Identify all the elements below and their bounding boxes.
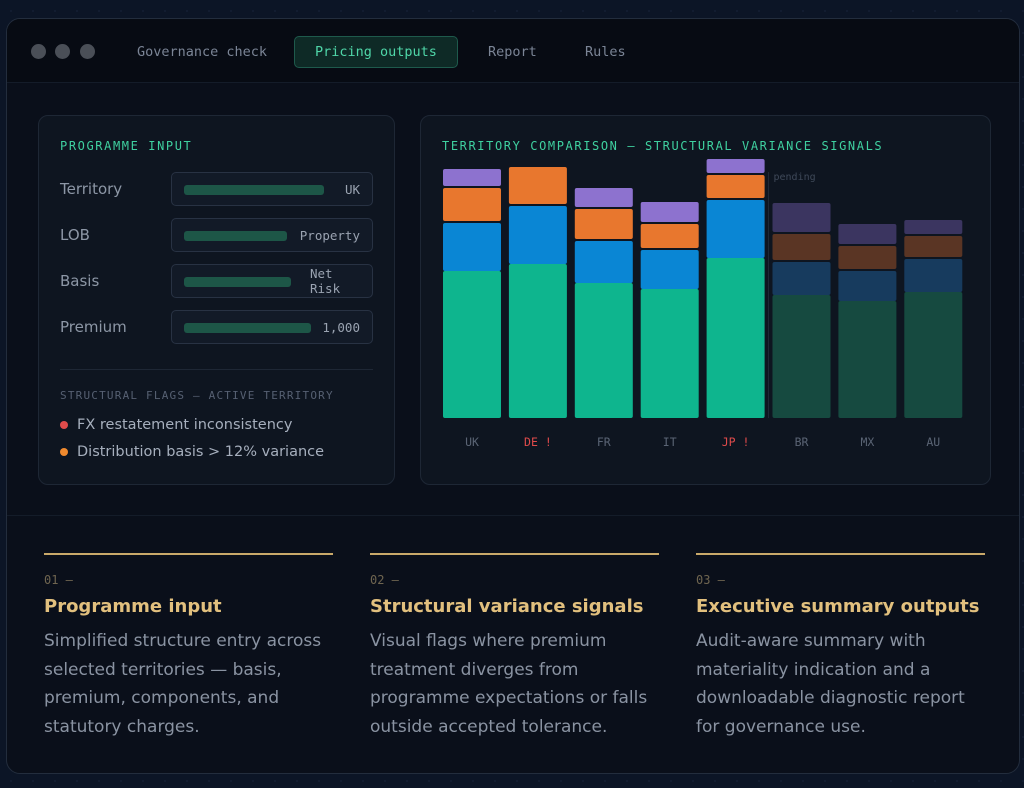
bar-segment-de-0 <box>508 264 567 418</box>
territory-field[interactable]: UK <box>171 172 373 206</box>
premium-label: Premium <box>60 318 127 336</box>
premium-fill <box>184 323 311 333</box>
territory-stacked-bar-chart: UK DE ! FR IT JP ! BR MX AU pending <box>443 159 963 449</box>
bar-segment-au-2 <box>904 236 963 257</box>
bar-segment-br-0 <box>772 295 831 418</box>
x-tick-label: FR <box>597 435 611 449</box>
territory-label: Territory <box>60 180 123 198</box>
maximize-window-dot[interactable] <box>80 44 95 59</box>
bar-segment-br-3 <box>772 203 831 232</box>
feature-description: Simplified structure entry across select… <box>44 631 322 737</box>
premium-value: 1,000 <box>322 319 360 335</box>
basis-field[interactable]: Net Risk <box>171 264 373 298</box>
basis-label: Basis <box>60 272 100 290</box>
bar-segment-mx-1 <box>838 271 897 301</box>
flag-item: FX restatement inconsistency <box>60 417 292 433</box>
bar-segment-au-3 <box>904 220 963 234</box>
bar-segment-fr-3 <box>574 188 633 207</box>
bar-segment-it-3 <box>640 202 699 222</box>
x-tick-label: BR <box>795 435 809 449</box>
territory-fill <box>184 185 324 195</box>
basis-fill <box>184 277 291 287</box>
feature-structural-variance: 02 — Structural variance signals Visual … <box>370 553 659 741</box>
structural-flags-heading: STRUCTURAL FLAGS — ACTIVE TERRITORY <box>60 389 334 402</box>
lob-field[interactable]: Property <box>171 218 373 252</box>
bar-segment-fr-0 <box>574 283 633 418</box>
x-tick-label: DE ! <box>524 435 552 449</box>
close-window-dot[interactable] <box>31 44 46 59</box>
pending-label: pending <box>774 172 816 183</box>
bar-segment-mx-0 <box>838 301 897 418</box>
flag-text: Distribution basis > 12% variance <box>77 444 325 460</box>
bar-segment-jp-1 <box>706 200 765 258</box>
feature-description: Audit-aware summary with materiality ind… <box>696 631 965 737</box>
feature-title: Executive summary outputs <box>696 596 980 617</box>
minimize-window-dot[interactable] <box>55 44 70 59</box>
basis-value: Net Risk <box>310 266 341 296</box>
flag-red-dot-icon <box>60 421 68 429</box>
flag-item: Distribution basis > 12% variance <box>60 444 324 460</box>
section-divider <box>7 515 1019 516</box>
bar-segment-mx-3 <box>838 224 897 244</box>
lob-value: Property <box>299 227 360 243</box>
bar-segment-au-0 <box>904 292 963 418</box>
tab-governance-check[interactable]: Governance check <box>137 44 268 60</box>
bar-segment-uk-0 <box>443 271 501 418</box>
bar-segment-fr-2 <box>574 209 633 239</box>
title-bar: Governance check Pricing outputs Report … <box>7 19 1019 83</box>
programme-input-card: PROGRAMME INPUT Territory UK LOB Propert… <box>38 115 395 485</box>
feature-programme-input: 01 — Programme input Simplified structur… <box>44 553 333 741</box>
x-tick-label: UK <box>465 435 479 449</box>
x-tick-label: AU <box>926 435 940 449</box>
bar-segment-mx-2 <box>838 246 897 269</box>
bar-segment-it-1 <box>640 250 699 289</box>
bar-segment-fr-1 <box>574 241 633 283</box>
bar-segment-uk-3 <box>443 169 501 186</box>
bar-segment-jp-2 <box>706 175 765 198</box>
bar-segment-uk-1 <box>443 223 501 271</box>
bar-segment-jp-0 <box>706 258 765 418</box>
card-divider <box>60 369 373 370</box>
bar-segment-br-1 <box>772 262 831 295</box>
tab-pricing-outputs[interactable]: Pricing outputs <box>294 36 458 68</box>
x-tick-label: IT <box>663 435 677 449</box>
bar-segment-br-2 <box>772 234 831 260</box>
feature-rule <box>44 553 333 555</box>
bar-segment-de-1 <box>508 206 567 264</box>
lob-label: LOB <box>60 226 90 244</box>
territory-comparison-card: TERRITORY COMPARISON — STRUCTURAL VARIAN… <box>420 115 991 485</box>
feature-executive-summary: 03 — Executive summary outputs Audit-awa… <box>696 553 985 741</box>
lob-fill <box>184 231 287 241</box>
feature-description: Visual flags where premium treatment div… <box>370 631 648 737</box>
bar-segment-de-2 <box>508 167 567 204</box>
feature-title: Structural variance signals <box>370 596 644 617</box>
tab-report[interactable]: Report <box>488 44 537 60</box>
programme-input-heading: PROGRAMME INPUT <box>60 139 193 153</box>
bar-segment-au-1 <box>904 259 963 292</box>
x-tick-label: JP ! <box>722 435 750 449</box>
bar-segment-it-2 <box>640 224 699 248</box>
chart-heading: TERRITORY COMPARISON — STRUCTURAL VARIAN… <box>442 139 884 153</box>
bar-segment-uk-2 <box>443 188 501 221</box>
feature-title: Programme input <box>44 596 222 617</box>
flag-text: FX restatement inconsistency <box>77 417 293 433</box>
app-window: Governance check Pricing outputs Report … <box>6 18 1020 774</box>
bar-segment-jp-3 <box>706 159 765 173</box>
feature-number: 01 — <box>44 573 73 587</box>
feature-rule <box>370 553 659 555</box>
flag-orange-dot-icon <box>60 448 68 456</box>
feature-rule <box>696 553 985 555</box>
x-tick-label: MX <box>860 435 874 449</box>
bar-segment-it-0 <box>640 289 699 418</box>
tab-rules[interactable]: Rules <box>585 44 626 60</box>
territory-value: UK <box>344 181 360 197</box>
feature-number: 03 — <box>696 573 725 587</box>
premium-field[interactable]: 1,000 <box>171 310 373 344</box>
feature-number: 02 — <box>370 573 399 587</box>
